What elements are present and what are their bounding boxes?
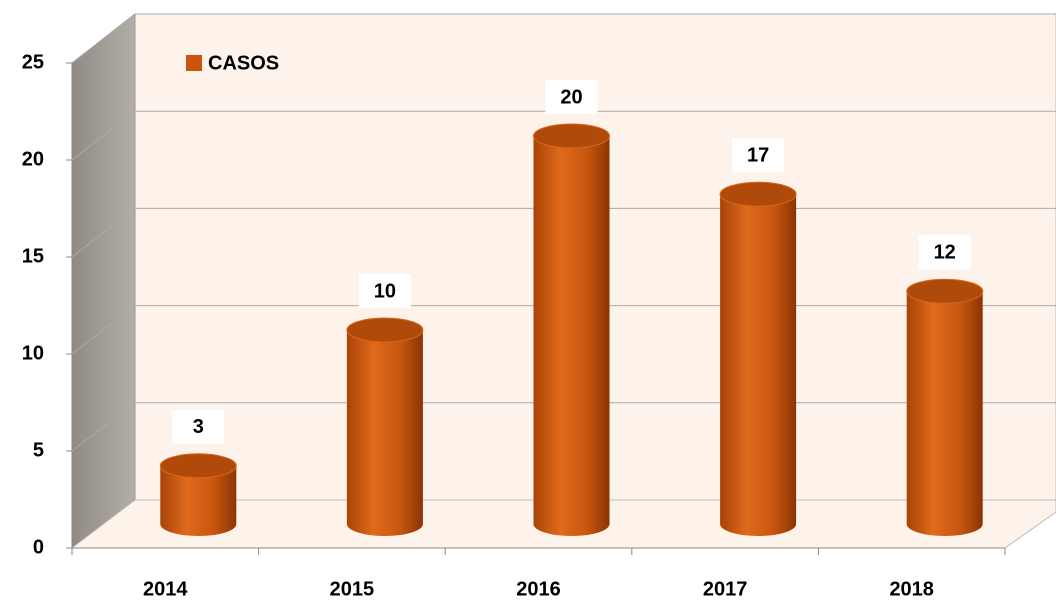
legend-swatch xyxy=(186,55,202,71)
value-label: 12 xyxy=(934,241,956,263)
value-label: 17 xyxy=(747,144,769,166)
cylinder xyxy=(346,317,424,536)
x-tick-label: 2018 xyxy=(889,578,934,600)
value-label-box xyxy=(918,235,971,270)
y-tick-label: 15 xyxy=(22,245,44,267)
bar xyxy=(533,136,610,536)
grid-line xyxy=(71,13,1056,64)
side-wall xyxy=(71,12,136,550)
x-tick-label: 2017 xyxy=(703,578,748,600)
value-label-box xyxy=(732,138,785,173)
bar xyxy=(160,465,237,536)
grid-line xyxy=(71,110,1056,161)
bar-top xyxy=(533,123,610,149)
x-tick-label: 2014 xyxy=(143,578,188,600)
y-tick-label: 10 xyxy=(22,342,44,364)
x-tick-label: 2015 xyxy=(330,578,375,600)
cylinder xyxy=(719,181,797,536)
cylinder xyxy=(159,453,237,536)
bar-top xyxy=(159,453,237,479)
cylinder xyxy=(906,278,984,536)
x-tick-label: 2016 xyxy=(516,578,561,600)
value-label-box xyxy=(172,409,225,444)
value-label: 20 xyxy=(560,86,582,108)
y-tick-label: 0 xyxy=(33,536,44,558)
cylinder xyxy=(533,123,610,536)
legend-label: CASOS xyxy=(208,52,279,74)
value-label: 10 xyxy=(374,280,396,302)
bar-top xyxy=(346,317,424,343)
y-tick-label: 20 xyxy=(22,148,44,170)
bar xyxy=(906,291,983,536)
bar xyxy=(720,194,797,536)
y-tick-label: 5 xyxy=(33,439,44,461)
bar xyxy=(346,330,423,536)
bar-top xyxy=(719,181,797,207)
value-label-box xyxy=(358,274,411,308)
y-tick-label: 25 xyxy=(22,51,44,73)
bar-top xyxy=(906,278,984,304)
value-label-box xyxy=(545,80,598,114)
value-label: 3 xyxy=(193,416,204,438)
